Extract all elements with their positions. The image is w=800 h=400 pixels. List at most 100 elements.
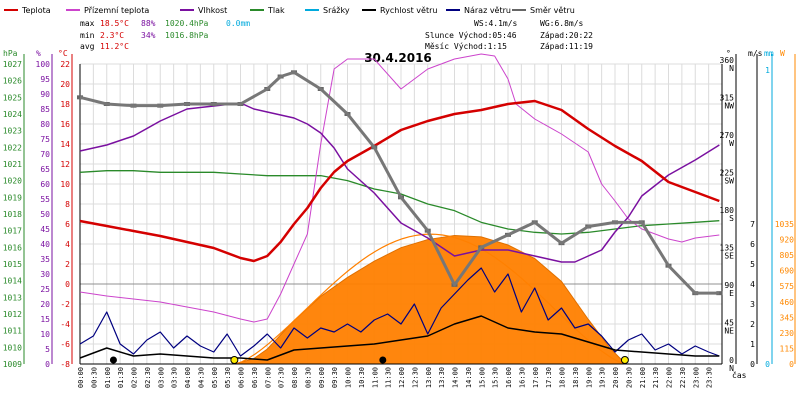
pressure-tick: 1017: [3, 227, 22, 236]
wind-direction-line: [79, 70, 720, 295]
humidity-tick: 100: [36, 60, 51, 69]
pressure-tick: 1021: [3, 160, 22, 169]
humidity-tick: 30: [40, 270, 50, 279]
max-temp: 18.5°C: [100, 19, 129, 28]
pressure-tick: 1024: [3, 110, 22, 119]
moon-marker: [379, 356, 387, 364]
x-tick: 11:00: [371, 367, 379, 388]
pressure-tick: 1025: [3, 93, 22, 102]
humidity-tick: 5: [45, 345, 50, 354]
direction-tick-dir: N: [729, 364, 734, 373]
direction-tick: 180: [720, 206, 735, 215]
x-tick: 11:30: [385, 367, 393, 388]
humidity-tick: 70: [40, 150, 50, 159]
pressure-tick: 1020: [3, 177, 22, 186]
direction-tick-dir: SW: [724, 177, 734, 186]
solar-tick: 690: [780, 267, 795, 276]
sun-marker: [230, 356, 239, 364]
x-tick: 16:00: [505, 367, 513, 388]
x-tick: 04:30: [197, 367, 205, 388]
stats-block: max 18.5°C 88% 1020.4hPa 0.0mm min 2.3°C…: [80, 19, 250, 51]
legend-label: Teplota: [21, 6, 51, 15]
avg-temp: 11.2°C: [100, 42, 129, 51]
min-hum: 34%: [141, 31, 156, 40]
solar-tick: 575: [780, 282, 795, 291]
x-tick: 00:30: [90, 367, 98, 388]
x-tick: 02:00: [131, 367, 139, 388]
pressure-tick: 1011: [3, 327, 22, 336]
markers: [109, 356, 629, 364]
solar-tick: 1035: [775, 220, 794, 229]
x-tick: 18:30: [572, 367, 580, 388]
solar-tick: 0: [789, 360, 794, 369]
solar-tick: 345: [780, 313, 795, 322]
legend: Teplota Přízemní teplota Vlhkost Tlak Srážky…: [4, 6, 575, 15]
sun-rise: Slunce Východ:05:46: [425, 31, 517, 40]
humidity-tick: 50: [40, 210, 50, 219]
direction-tick: 315: [720, 94, 735, 103]
temperature-tick: 4: [65, 240, 70, 249]
pressure-tick: 1022: [3, 143, 22, 152]
temperature-tick: 12: [60, 160, 70, 169]
humidity-tick: 20: [40, 300, 50, 309]
temperature-tick: 16: [60, 120, 70, 129]
legend-label: Vlhkost: [198, 6, 227, 15]
x-tick: 07:30: [278, 367, 286, 388]
x-tick: 15:30: [492, 367, 500, 388]
temperature-tick: -2: [60, 300, 70, 309]
pressure-tick: 1026: [3, 77, 22, 86]
direction-tick-dir: N: [729, 64, 734, 73]
sun-set: Západ:20:22: [540, 31, 593, 40]
humidity-tick: 60: [40, 180, 50, 189]
x-tick: 05:30: [224, 367, 232, 388]
pressure-tick: 1010: [3, 343, 22, 352]
direction-tick: 90: [724, 281, 734, 290]
wind-tick: 2: [750, 320, 755, 329]
solar-tick: 460: [780, 298, 795, 307]
legend-label: Náraz větru: [464, 6, 511, 15]
x-tick: 09:30: [331, 367, 339, 388]
temperature-tick: 20: [60, 80, 70, 89]
x-tick: 19:30: [599, 367, 607, 388]
x-tick: 13:00: [425, 367, 433, 388]
x-tick: 03:00: [157, 367, 165, 388]
wind-tick: 0: [750, 360, 755, 369]
wind-gust-max: WG:6.8m/s: [540, 19, 584, 28]
x-tick: 03:30: [171, 367, 179, 388]
x-tick: 21:30: [652, 367, 660, 388]
x-tick: 15:00: [478, 367, 486, 388]
min-temp: 2.3°C: [100, 31, 124, 40]
temperature-tick: 8: [65, 200, 70, 209]
x-tick: 04:00: [184, 367, 192, 388]
humidity-tick: 85: [40, 105, 50, 114]
temperature-tick: -6: [60, 340, 70, 349]
legend-label: Srážky: [323, 6, 350, 15]
x-tick: 22:30: [679, 367, 687, 388]
x-tick: 16:30: [518, 367, 526, 388]
direction-tick: 270: [720, 131, 735, 140]
temperature-tick: 0: [65, 280, 70, 289]
direction-tick: 45: [724, 319, 734, 328]
x-tick: 21:00: [639, 367, 647, 388]
x-tick: 10:00: [345, 367, 353, 388]
temperature-tick: 14: [60, 140, 70, 149]
direction-tick: 225: [720, 169, 735, 178]
solar-area: [80, 234, 722, 365]
temperature-tick: -8: [60, 360, 70, 369]
direction-tick: 135: [720, 244, 735, 253]
humidity-tick: 80: [40, 120, 50, 129]
x-tick: 23:00: [692, 367, 700, 388]
direction-unit: °: [726, 49, 731, 58]
humidity-line: [79, 102, 720, 263]
temperature-tick: -4: [60, 320, 70, 329]
moon-rise: Měsíc Východ:1:15: [425, 42, 507, 51]
axes: 1009101010111012101310141015101610171018…: [3, 54, 796, 388]
rain-unit: mm: [764, 49, 774, 58]
direction-tick-dir: E: [729, 289, 734, 298]
x-tick: 14:30: [465, 367, 473, 388]
x-tick: 23:30: [706, 367, 714, 388]
x-tick: 12:30: [411, 367, 419, 388]
moon-set: Západ:11:19: [540, 42, 593, 51]
x-tick: 05:00: [211, 367, 219, 388]
x-tick: 14:00: [452, 367, 460, 388]
